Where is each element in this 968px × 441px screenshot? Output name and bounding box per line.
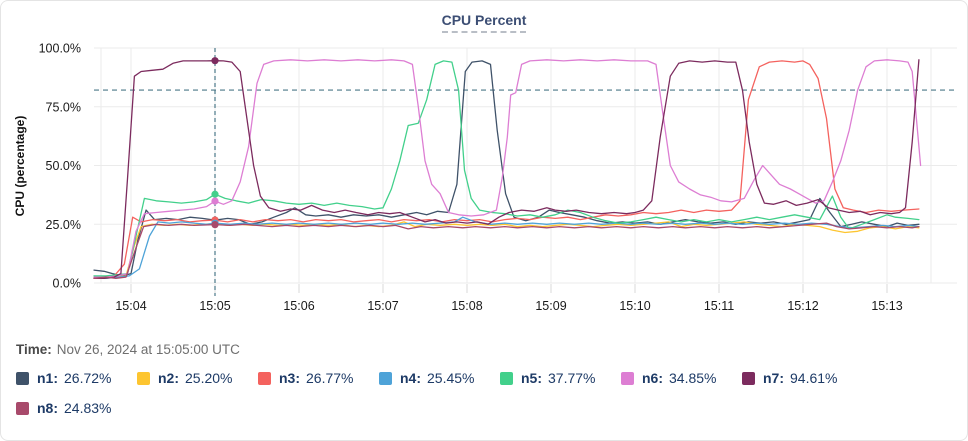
chart-title[interactable]: CPU Percent <box>441 12 527 33</box>
legend-series-value: 25.45% <box>427 370 475 386</box>
legend-swatch-n5 <box>500 371 513 385</box>
legend-series-name: n5: <box>521 370 542 386</box>
crosshair-marker-n6 <box>211 197 219 205</box>
series-line-n4 <box>93 216 920 279</box>
legend-item-n8[interactable]: n8: 24.83% <box>16 400 137 416</box>
crosshair-marker-n5 <box>211 190 219 198</box>
x-tick-label: 15:07 <box>367 299 398 313</box>
time-value: Nov 26, 2024 at 15:05:00 UTC <box>56 342 240 357</box>
legend-swatch-n8 <box>16 401 29 415</box>
x-tick-label: 15:09 <box>535 299 566 313</box>
x-tick-label: 15:12 <box>787 299 818 313</box>
legend-swatch-n3 <box>258 371 271 385</box>
selected-time-row: Time: Nov 26, 2024 at 15:05:00 UTC <box>16 342 240 357</box>
legend-series-name: n6: <box>642 370 663 386</box>
legend-series-name: n3: <box>279 370 300 386</box>
legend-item-n7[interactable]: n7: 94.61% <box>742 370 863 386</box>
y-tick-label: 50.0% <box>46 159 81 173</box>
y-tick-label: 75.0% <box>46 100 81 114</box>
chart-title-wrap: CPU Percent <box>1 12 967 33</box>
y-tick-label: 0.0% <box>53 277 82 291</box>
series-line-n1 <box>93 60 920 277</box>
crosshair-marker-n7 <box>211 57 219 65</box>
legend-series-name: n2: <box>158 370 179 386</box>
legend-item-n5[interactable]: n5: 37.77% <box>500 370 621 386</box>
legend-item-n1[interactable]: n1: 26.72% <box>16 370 137 386</box>
legend-row-1: n1: 26.72% n2: 25.20% n3: 26.77% n4: 25.45% n5: 3… <box>16 370 863 386</box>
legend-series-value: 37.77% <box>548 370 596 386</box>
y-tick-label: 100.0% <box>39 42 81 56</box>
legend-item-n4[interactable]: n4: 25.45% <box>379 370 500 386</box>
x-tick-label: 15:08 <box>451 299 482 313</box>
legend-series-value: 26.77% <box>306 370 354 386</box>
series-line-n7 <box>93 59 920 279</box>
legend-row-2: n8: 24.83% <box>16 400 137 416</box>
legend-series-name: n4: <box>400 370 421 386</box>
legend-swatch-n6 <box>621 371 634 385</box>
legend-item-n6[interactable]: n6: 34.85% <box>621 370 742 386</box>
legend-item-n3[interactable]: n3: 26.77% <box>258 370 379 386</box>
legend-series-value: 34.85% <box>669 370 717 386</box>
crosshair-marker-n8 <box>211 221 219 229</box>
series-line-n8 <box>93 222 920 279</box>
y-tick-label: 25.0% <box>46 218 81 232</box>
legend-item-n2[interactable]: n2: 25.20% <box>137 370 258 386</box>
x-tick-label: 15:05 <box>199 299 230 313</box>
y-axis-title: CPU (percentage) <box>13 116 27 217</box>
series-line-n5 <box>93 60 920 277</box>
legend-swatch-n7 <box>742 371 755 385</box>
series-line-n2 <box>93 221 920 279</box>
legend-series-value: 26.72% <box>64 370 112 386</box>
x-tick-label: 15:11 <box>704 299 734 313</box>
legend-series-value: 94.61% <box>790 370 838 386</box>
series-line-n3 <box>93 60 920 279</box>
legend-series-value: 25.20% <box>185 370 233 386</box>
time-label: Time: <box>16 342 52 357</box>
cpu-percent-line-chart[interactable]: 100.0% 75.0% 50.0% 25.0% 0.0% 15:04 15:05 15:06… <box>1 1 968 323</box>
legend-swatch-n1 <box>16 371 29 385</box>
series-line-n6 <box>93 59 922 278</box>
legend-series-name: n1: <box>37 370 58 386</box>
legend-series-name: n8: <box>37 400 58 416</box>
legend-series-name: n7: <box>763 370 784 386</box>
x-tick-label: 15:06 <box>283 299 314 313</box>
x-tick-label: 15:10 <box>619 299 650 313</box>
x-tick-label: 15:13 <box>871 299 902 313</box>
legend-swatch-n2 <box>137 371 150 385</box>
x-tick-label: 15:04 <box>115 299 146 313</box>
legend-series-value: 24.83% <box>64 400 112 416</box>
legend-swatch-n4 <box>379 371 392 385</box>
